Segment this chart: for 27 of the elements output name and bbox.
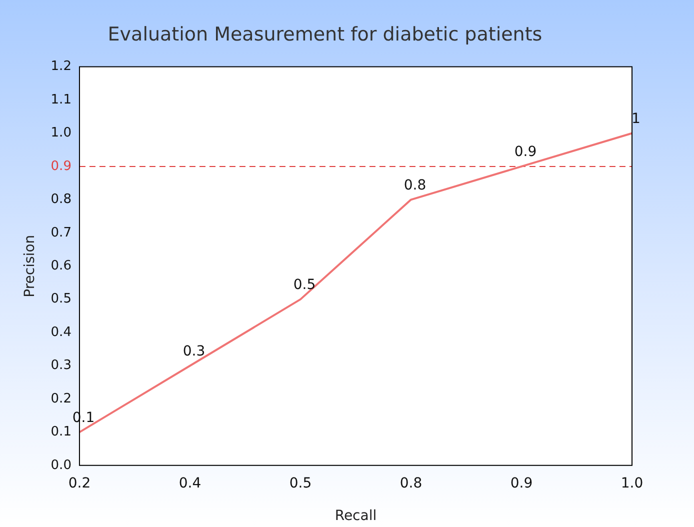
x-tick-label: 0.2	[68, 475, 91, 492]
y-tick-label: 0.1	[50, 424, 72, 440]
y-tick-label: 0.6	[50, 258, 72, 274]
data-label: 1	[632, 110, 640, 127]
y-tick-label: 0.7	[50, 225, 72, 240]
x-tick-label: 0.9	[510, 475, 533, 492]
y-tick-label: 0.5	[50, 292, 72, 307]
x-tick-label: 0.4	[178, 475, 202, 492]
y-tick-label: 0.4	[50, 324, 72, 340]
y-tick-label: 0.8	[50, 192, 72, 208]
data-label: 0.8	[404, 177, 426, 194]
y-tick-label: 1.0	[50, 126, 72, 141]
data-label: 0.5	[293, 276, 316, 293]
y-tick-label: 0.3	[50, 358, 72, 374]
chart-title: Evaluation Measurement for diabetic patients	[108, 23, 542, 46]
x-tick-label: 1.0	[620, 475, 644, 492]
x-tick-label: 0.5	[289, 475, 312, 492]
x-axis-title: Recall	[334, 508, 377, 524]
y-tick-label: 0.2	[50, 391, 72, 406]
y-tick-label: 1.2	[50, 59, 72, 74]
data-label: 0.9	[514, 144, 537, 160]
x-tick-label: 0.8	[400, 475, 422, 492]
data-label: 0.3	[182, 343, 206, 360]
y-axis-title: Precision	[22, 234, 38, 298]
y-tick-label: 1.1	[50, 92, 72, 108]
y-tick-label: 0.0	[50, 458, 72, 473]
y-tick-label: 0.9	[50, 158, 72, 174]
